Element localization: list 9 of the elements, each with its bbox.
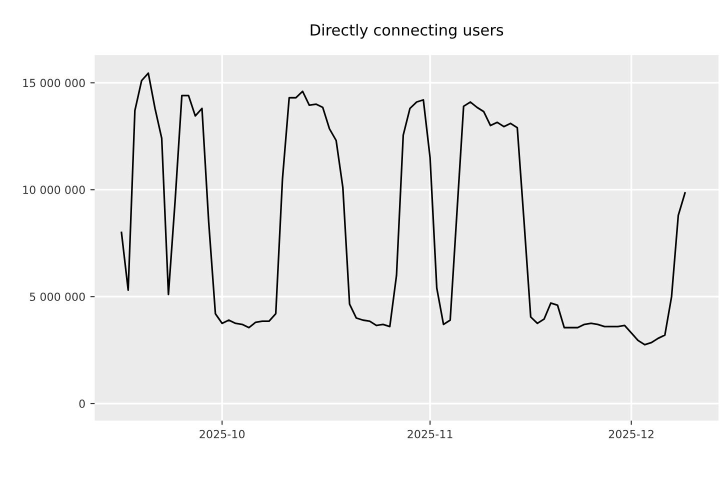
y-tick-label: 0 — [79, 400, 85, 408]
y-tick-label: 10 000 000 — [23, 186, 85, 194]
x-tick-label: 2025-12 — [608, 430, 654, 438]
chart-title: Directly connecting users — [310, 24, 504, 39]
y-tick-label: 5 000 000 — [30, 292, 85, 301]
x-tick-label: 2025-11 — [408, 430, 452, 438]
x-tick-label: 2025-10 — [200, 430, 245, 438]
line-series — [120, 72, 686, 346]
y-tick-label: 15 000 000 — [23, 78, 85, 88]
